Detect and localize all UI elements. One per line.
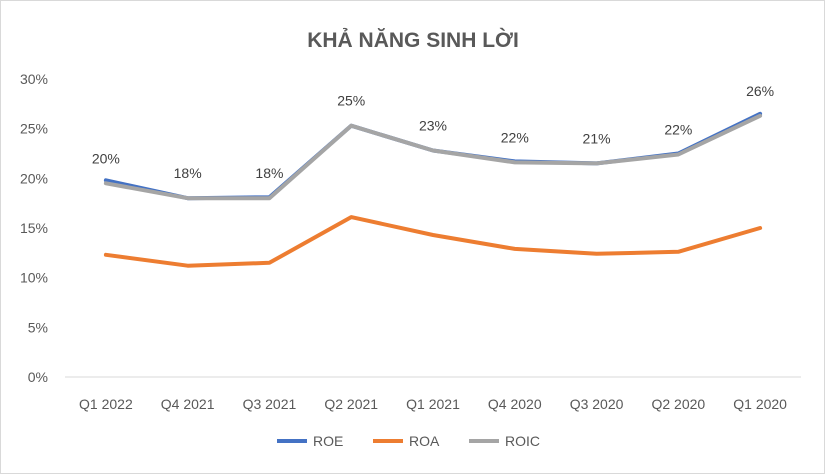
data-label: 22% xyxy=(501,129,529,145)
data-label: 25% xyxy=(337,93,365,109)
axes: 0% 5% 10% 15% 20% 25% 30% Q1 2022 Q4 2021 Q3 2021… xyxy=(20,71,801,412)
legend-item-roic: ROIC xyxy=(469,433,540,449)
data-label: 22% xyxy=(664,121,692,137)
series-line-roa xyxy=(103,215,763,268)
y-tick-label: 15% xyxy=(20,220,48,236)
y-tick-label: 30% xyxy=(20,71,48,87)
data-label: 21% xyxy=(583,130,611,146)
x-tick-label: Q3 2020 xyxy=(570,396,624,412)
legend-item-roa: ROA xyxy=(373,433,440,449)
data-label: 18% xyxy=(255,165,283,181)
data-label: 18% xyxy=(174,165,202,181)
legend-label: ROA xyxy=(409,433,440,449)
data-labels: 20% 18% 18% 25% 23% 22% 21% 22% 26% xyxy=(92,83,774,181)
x-tick-label: Q3 2021 xyxy=(243,396,297,412)
y-tick-label: 10% xyxy=(20,270,48,286)
y-tick-label: 25% xyxy=(20,121,48,137)
legend: ROE ROA ROIC xyxy=(277,433,540,449)
data-label: 20% xyxy=(92,150,120,166)
series-line-roic xyxy=(103,113,763,201)
y-tick-label: 0% xyxy=(28,369,48,385)
x-tick-label: Q1 2021 xyxy=(406,396,460,412)
y-tick-label: 20% xyxy=(20,170,48,186)
legend-item-roe: ROE xyxy=(277,433,343,449)
legend-label: ROIC xyxy=(505,433,540,449)
series-lines xyxy=(103,111,763,268)
x-tick-label: Q2 2020 xyxy=(651,396,705,412)
data-label: 26% xyxy=(746,83,774,99)
y-tick-label: 5% xyxy=(28,319,48,335)
x-tick-label: Q4 2021 xyxy=(161,396,215,412)
x-tick-label: Q1 2022 xyxy=(79,396,133,412)
chart-title: KHẢ NĂNG SINH LỜI xyxy=(307,28,519,52)
x-tick-label: Q1 2020 xyxy=(733,396,787,412)
legend-label: ROE xyxy=(313,433,343,449)
x-tick-label: Q4 2020 xyxy=(488,396,542,412)
x-tick-label: Q2 2021 xyxy=(324,396,378,412)
data-label: 23% xyxy=(419,118,447,134)
